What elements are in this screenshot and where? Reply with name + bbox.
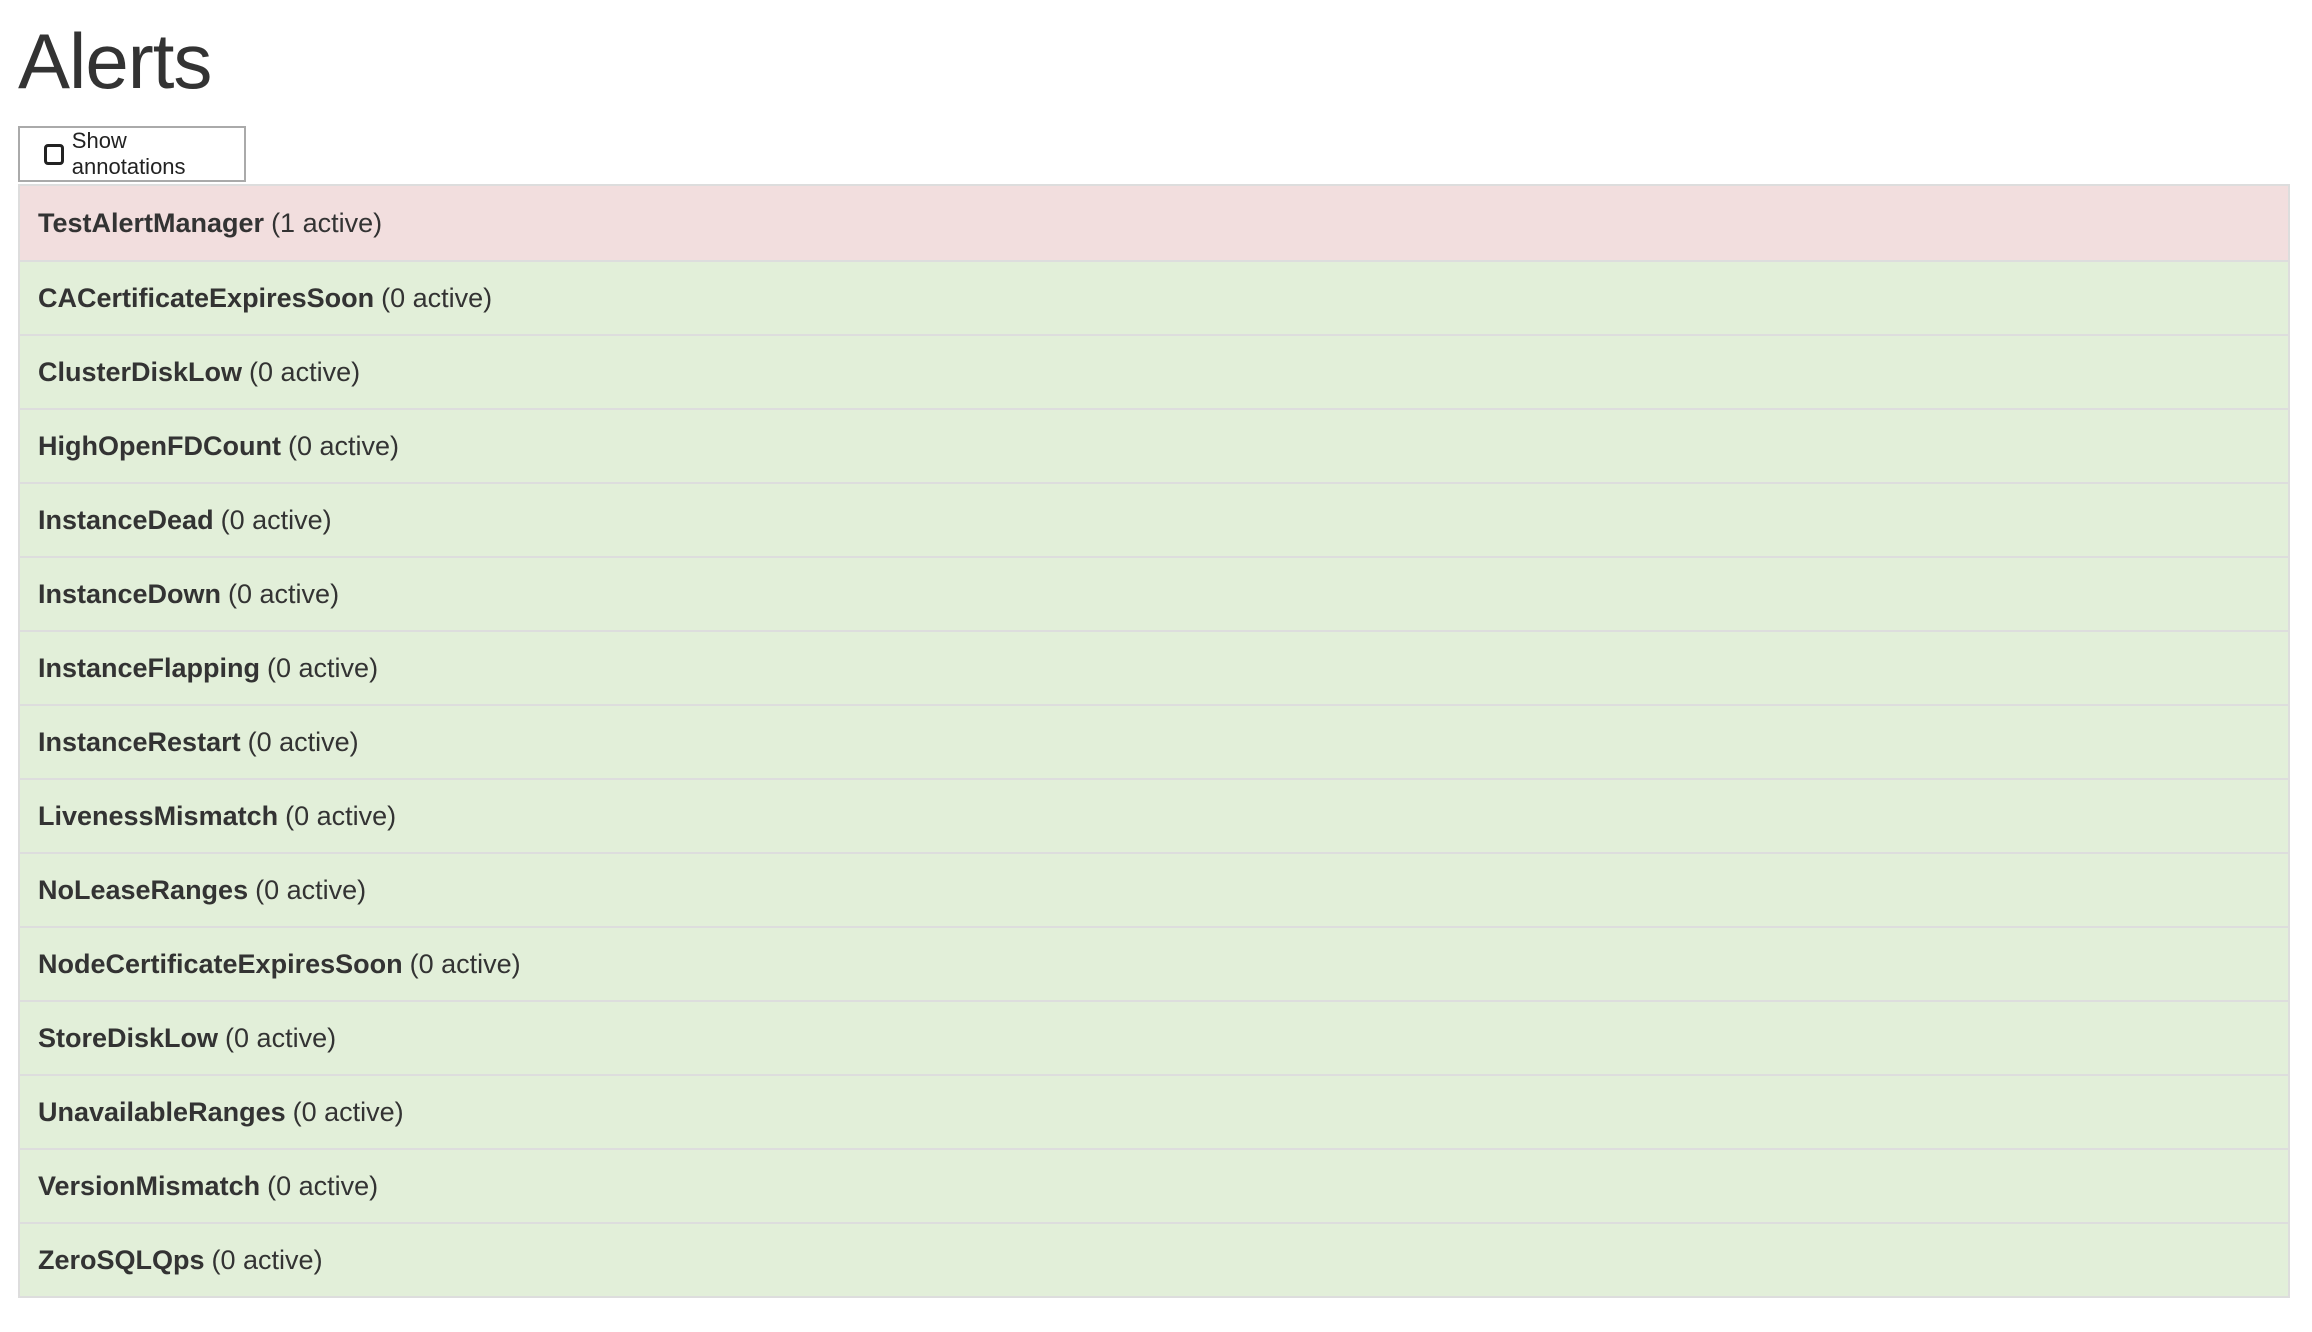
alert-active-count: (0 active) [211, 1244, 323, 1275]
alert-name: CACertificateExpiresSoon [38, 282, 375, 313]
alert-name: NodeCertificateExpiresSoon [38, 948, 403, 979]
alert-row[interactable]: ZeroSQLQps (0 active) [20, 1222, 2288, 1296]
alert-active-count: (0 active) [255, 874, 367, 905]
alert-active-count: (0 active) [267, 652, 379, 683]
alert-name: ZeroSQLQps [38, 1244, 205, 1275]
alert-row[interactable]: NoLeaseRanges (0 active) [20, 852, 2288, 926]
alert-row[interactable]: InstanceFlapping (0 active) [20, 630, 2288, 704]
alert-active-count: (0 active) [228, 578, 340, 609]
alert-row[interactable]: HighOpenFDCount (0 active) [20, 408, 2288, 482]
alert-active-count: (0 active) [287, 430, 399, 461]
alert-active-count: (0 active) [381, 282, 493, 313]
alert-active-count: (0 active) [247, 726, 359, 757]
alert-name: InstanceDown [38, 578, 222, 609]
alert-active-count: (0 active) [267, 1170, 379, 1201]
alert-active-count: (0 active) [409, 948, 521, 979]
alert-active-count: (0 active) [285, 800, 397, 831]
alert-active-count: (1 active) [271, 207, 383, 238]
alert-row[interactable]: VersionMismatch (0 active) [20, 1148, 2288, 1222]
alert-list: TestAlertManager (1 active) CACertificateE… [18, 184, 2290, 1298]
alert-row[interactable]: InstanceRestart (0 active) [20, 704, 2288, 778]
alert-row[interactable]: ClusterDiskLow (0 active) [20, 334, 2288, 408]
alert-active-count: (0 active) [220, 504, 332, 535]
alert-row[interactable]: TestAlertManager (1 active) [20, 186, 2288, 260]
alert-row[interactable]: StoreDiskLow (0 active) [20, 1000, 2288, 1074]
alert-row[interactable]: UnavailableRanges (0 active) [20, 1074, 2288, 1148]
checkbox-icon[interactable] [44, 143, 64, 165]
alert-row[interactable]: LivenessMismatch (0 active) [20, 778, 2288, 852]
alert-name: InstanceRestart [38, 726, 241, 757]
alert-name: HighOpenFDCount [38, 430, 281, 461]
show-annotations-toggle[interactable]: Show annotations [18, 126, 246, 182]
alert-active-count: (0 active) [249, 356, 361, 387]
alert-name: UnavailableRanges [38, 1096, 286, 1127]
alert-row[interactable]: NodeCertificateExpiresSoon (0 active) [20, 926, 2288, 1000]
alert-name: NoLeaseRanges [38, 874, 249, 905]
page-title: Alerts [18, 17, 212, 105]
alert-name: InstanceFlapping [38, 652, 261, 683]
alert-row[interactable]: CACertificateExpiresSoon (0 active) [20, 260, 2288, 334]
alert-row[interactable]: InstanceDown (0 active) [20, 556, 2288, 630]
alert-active-count: (0 active) [292, 1096, 404, 1127]
alert-name: StoreDiskLow [38, 1022, 219, 1053]
alert-active-count: (0 active) [225, 1022, 337, 1053]
alert-name: ClusterDiskLow [38, 356, 243, 387]
alert-name: LivenessMismatch [38, 800, 279, 831]
alert-name: TestAlertManager [38, 207, 265, 238]
alert-name: VersionMismatch [38, 1170, 261, 1201]
alert-name: InstanceDead [38, 504, 214, 535]
alert-row[interactable]: InstanceDead (0 active) [20, 482, 2288, 556]
show-annotations-label: Show annotations [71, 128, 186, 179]
